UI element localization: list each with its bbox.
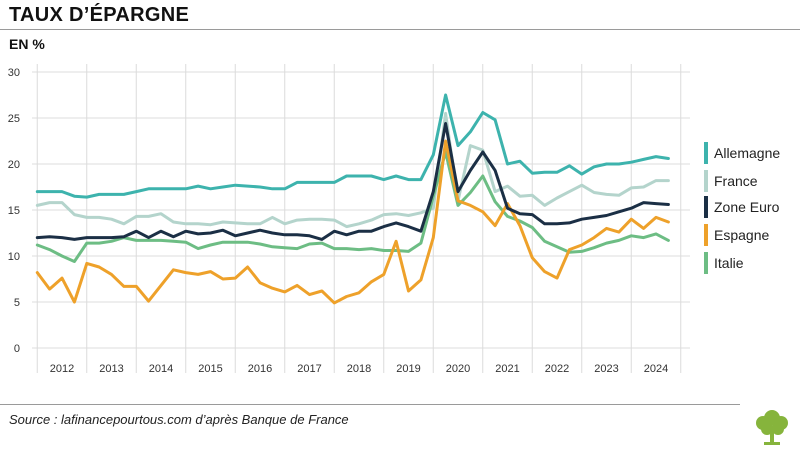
- legend-label-espagne: Espagne: [714, 227, 769, 243]
- x-tick-label: 2022: [545, 363, 569, 375]
- y-tick-label: 30: [8, 67, 20, 79]
- x-tick-label: 2018: [347, 363, 371, 375]
- series-line-italie: [35, 150, 670, 263]
- source-note: Source : lafinancepourtous.com d’après B…: [9, 412, 349, 427]
- y-tick-label: 10: [8, 251, 20, 263]
- legend-swatch-espagne: [704, 224, 708, 246]
- series-lines: [35, 93, 670, 305]
- tree-logo-icon: [756, 410, 788, 445]
- legend: Allemagne France Zone Euro Espagne Italie: [704, 142, 780, 274]
- x-tick-label: 2023: [594, 363, 618, 375]
- logo-trunk: [770, 426, 774, 444]
- x-tick-label: 2020: [446, 363, 470, 375]
- x-tick-label: 2021: [495, 363, 519, 375]
- x-tick-label: 2013: [99, 363, 123, 375]
- x-tick-label: 2014: [149, 363, 173, 375]
- legend-label-france: France: [714, 173, 758, 189]
- y-tick-label: 5: [14, 297, 20, 309]
- x-tick-label: 2015: [198, 363, 222, 375]
- series-line-espagne: [35, 139, 670, 305]
- series-line-france: [35, 111, 670, 229]
- x-tick-label: 2016: [248, 363, 272, 375]
- logo-ground: [764, 442, 780, 445]
- legend-swatch-zone-euro: [704, 196, 708, 218]
- x-tick-label: 2017: [297, 363, 321, 375]
- source-divider: [0, 404, 740, 405]
- title-divider: [0, 29, 800, 30]
- y-tick-label: 15: [8, 205, 20, 217]
- x-axis: 2012 2013 2014 2015 2016 2017 2018 2019 2020 2021…: [50, 363, 668, 375]
- logo-leaf: [772, 423, 784, 435]
- y-tick-label: 20: [8, 159, 20, 171]
- x-tick-label: 2024: [644, 363, 668, 375]
- legend-swatch-allemagne: [704, 142, 708, 164]
- chart-subtitle: EN %: [9, 36, 45, 52]
- series-line-allemagne: [35, 93, 670, 199]
- x-tick-label: 2012: [50, 363, 74, 375]
- legend-swatch-france: [704, 170, 708, 192]
- legend-label-italie: Italie: [714, 255, 744, 271]
- chart-title: TAUX D’ÉPARGNE: [9, 4, 190, 26]
- series-line-zone-euro: [35, 122, 670, 241]
- legend-swatch-italie: [704, 252, 708, 274]
- chart-grid: [32, 64, 690, 373]
- legend-label-allemagne: Allemagne: [714, 145, 780, 161]
- y-tick-label: 25: [8, 113, 20, 125]
- x-tick-label: 2019: [396, 363, 420, 375]
- y-axis: 0 5 10 15 20 25 30: [8, 67, 20, 355]
- y-tick-label: 0: [14, 343, 20, 355]
- legend-label-zone-euro: Zone Euro: [714, 199, 780, 215]
